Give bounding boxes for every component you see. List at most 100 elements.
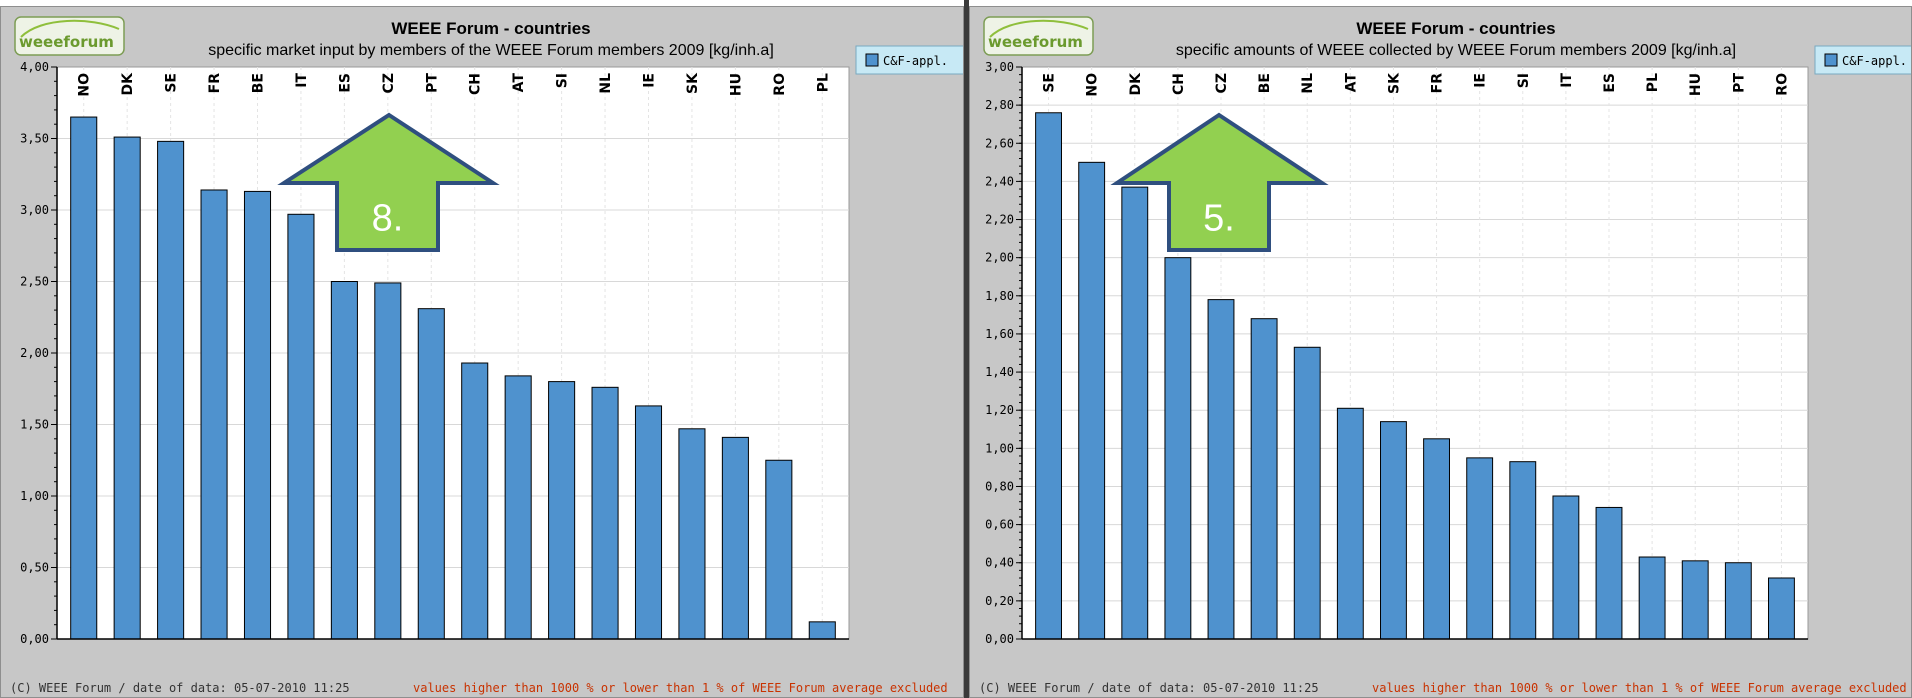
bar-fr xyxy=(1423,438,1450,640)
legend-label: C&F-appl. xyxy=(883,54,948,68)
category-label: CZ xyxy=(1214,73,1230,93)
bar-cz xyxy=(1207,299,1235,640)
legend: C&F-appl. xyxy=(855,45,963,75)
bar-pl xyxy=(1638,556,1666,640)
y-tick-label: 2,00 xyxy=(20,346,49,360)
bar-ro xyxy=(765,459,793,640)
category-label: RO xyxy=(772,73,788,96)
category-label: NL xyxy=(598,73,614,94)
y-tick-label: 1,80 xyxy=(985,289,1014,303)
footer-note: values higher than 1000 % or lower than … xyxy=(413,681,948,695)
bar-pl xyxy=(808,621,836,640)
bar-nl xyxy=(591,386,619,640)
logo-badge xyxy=(14,16,125,56)
rank-arrow-label: 5. xyxy=(1203,198,1235,240)
legend: C&F-appl. xyxy=(1814,45,1911,75)
bar-ch xyxy=(1164,257,1192,640)
y-tick-label: 0,80 xyxy=(985,479,1014,493)
bar-ch xyxy=(461,362,489,640)
bar-no xyxy=(70,116,98,640)
category-label: BE xyxy=(1257,73,1273,93)
weee-forum-logo: weeeforum xyxy=(14,16,125,56)
bar-at xyxy=(504,375,532,640)
bar-si xyxy=(1509,461,1537,640)
category-label: SK xyxy=(685,72,701,94)
category-label: SI xyxy=(1516,73,1532,88)
category-label: NO xyxy=(77,73,93,97)
category-label: FR xyxy=(207,73,223,94)
bar-hu xyxy=(1681,560,1709,640)
category-label: AT xyxy=(511,73,527,93)
y-tick-label: 3,00 xyxy=(20,203,49,217)
legend-swatch xyxy=(865,53,879,67)
y-tick-label: 2,00 xyxy=(985,251,1014,265)
logo-swoosh-icon xyxy=(989,19,1089,38)
y-tick-label: 0,60 xyxy=(985,518,1014,532)
y-tick-label: 4,00 xyxy=(20,60,49,74)
panel-divider xyxy=(964,0,969,698)
y-tick-label: 1,60 xyxy=(985,327,1014,341)
market-input-chart: weeeforum WEEE Forum - countries specific … xyxy=(10,16,963,695)
bar-se xyxy=(1035,112,1062,640)
bar-ie xyxy=(1466,457,1494,640)
y-tick-label: 3,50 xyxy=(20,132,49,146)
category-label: ES xyxy=(337,73,353,93)
bar-es xyxy=(1595,506,1623,640)
category-label: IE xyxy=(642,73,658,88)
rank-arrow-label: 8. xyxy=(372,198,404,240)
chart-subtitle: specific market input by members of the … xyxy=(208,42,774,59)
bar-dk xyxy=(1121,186,1149,640)
logo-badge xyxy=(983,16,1094,56)
rank-arrow: 5. xyxy=(1110,112,1329,252)
logo-text: weeeforum xyxy=(19,33,114,51)
y-tick-label: 1,50 xyxy=(20,418,49,432)
chart-panel-market-input: weeeforum WEEE Forum - countries specific … xyxy=(0,6,964,698)
bar-it xyxy=(1552,495,1580,640)
y-tick-label: 0,50 xyxy=(20,561,49,575)
y-tick-label: 2,20 xyxy=(985,213,1014,227)
bar-be xyxy=(243,190,272,640)
category-label: SI xyxy=(555,73,571,88)
bar-pt xyxy=(417,308,445,640)
y-tick-label: 3,00 xyxy=(985,60,1014,74)
bar-be xyxy=(1250,318,1278,640)
category-label: SE xyxy=(164,73,180,93)
y-tick-label: 0,40 xyxy=(985,556,1014,570)
bar-no xyxy=(1078,161,1106,640)
collected-chart: weeeforum WEEE Forum - countries specific … xyxy=(979,16,1911,695)
category-label: HU xyxy=(1688,73,1704,96)
chart-title: WEEE Forum - countries xyxy=(391,19,590,38)
footer-copyright: (C) WEEE Forum / date of data: 05-07-201… xyxy=(10,681,350,695)
category-label: IT xyxy=(294,73,310,88)
logo-swoosh-icon xyxy=(20,19,120,38)
chart-panel-collected: weeeforum WEEE Forum - countries specific … xyxy=(969,6,1912,698)
category-label: DK xyxy=(120,72,136,96)
weee-forum-logo: weeeforum xyxy=(983,16,1094,56)
category-label: BE xyxy=(251,73,267,93)
y-tick-label: 1,20 xyxy=(985,403,1014,417)
y-tick-label: 2,50 xyxy=(20,275,49,289)
rank-arrow-up-icon xyxy=(277,112,500,252)
category-label: IT xyxy=(1559,73,1575,88)
bar-pt xyxy=(1724,562,1752,640)
y-tick-label: 0,00 xyxy=(20,632,49,646)
category-label: HU xyxy=(728,73,744,96)
category-label: FR xyxy=(1430,73,1446,94)
rank-arrow: 8. xyxy=(277,112,500,252)
category-label: RO xyxy=(1774,73,1790,96)
bar-ie xyxy=(634,405,663,640)
category-label: PL xyxy=(815,73,831,92)
logo-text: weeeforum xyxy=(988,33,1083,51)
category-label: AT xyxy=(1343,73,1359,93)
category-label: IE xyxy=(1473,73,1489,88)
y-tick-label: 1,00 xyxy=(985,441,1014,455)
rank-arrow-up-icon xyxy=(1110,112,1329,252)
category-label: PL xyxy=(1645,73,1661,92)
bar-se xyxy=(157,140,185,640)
y-tick-label: 1,00 xyxy=(20,489,49,503)
category-label: SE xyxy=(1042,73,1058,93)
bar-ro xyxy=(1768,577,1795,640)
y-tick-label: 2,40 xyxy=(985,174,1014,188)
bar-si xyxy=(548,381,576,640)
